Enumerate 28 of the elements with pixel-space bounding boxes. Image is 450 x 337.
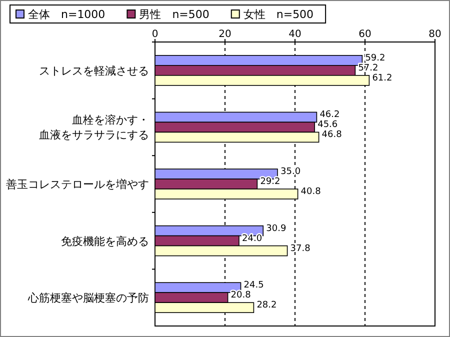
data-label: 20.8 bbox=[230, 290, 252, 301]
data-label: 29.2 bbox=[260, 177, 280, 187]
data-label: 46.8 bbox=[322, 130, 342, 140]
data-label: 37.8 bbox=[290, 244, 311, 254]
y-tick-label: 善玉コレステロールを増やす bbox=[6, 178, 149, 191]
data-label: 46.2 bbox=[320, 110, 340, 120]
y-tick-label: ストレスを軽減させる bbox=[39, 64, 149, 78]
y-tick-label: 血栓を溶かす・血液をサラサラにする bbox=[39, 114, 149, 142]
data-label: 24.5 bbox=[244, 280, 264, 291]
legend-label: 全体 n=1000 bbox=[28, 8, 106, 21]
data-label: 57.2 bbox=[358, 63, 378, 74]
data-label: 61.2 bbox=[372, 73, 392, 84]
x-tick-label: 80 bbox=[428, 29, 442, 40]
data-label: 40.8 bbox=[300, 187, 322, 197]
legend-label: 男性 n=500 bbox=[139, 8, 210, 21]
data-label: 28.2 bbox=[256, 300, 277, 311]
x-tick-label: 60 bbox=[358, 29, 372, 40]
y-tick-label: 心筋梗塞や脳梗塞の予防 bbox=[27, 292, 149, 305]
x-tick-label: 20 bbox=[218, 29, 232, 40]
data-label: 35.0 bbox=[280, 167, 301, 177]
data-label: 24.0 bbox=[242, 234, 262, 244]
data-label: 45.6 bbox=[318, 120, 338, 130]
data-label: 59.2 bbox=[365, 53, 386, 64]
x-tick-label: 40 bbox=[288, 29, 302, 40]
y-tick-label: 免疫機能を高める bbox=[61, 234, 149, 248]
x-tick-label: 0 bbox=[152, 29, 158, 40]
data-label: 30.9 bbox=[266, 224, 286, 234]
legend-label: 女性 n=500 bbox=[243, 8, 314, 21]
